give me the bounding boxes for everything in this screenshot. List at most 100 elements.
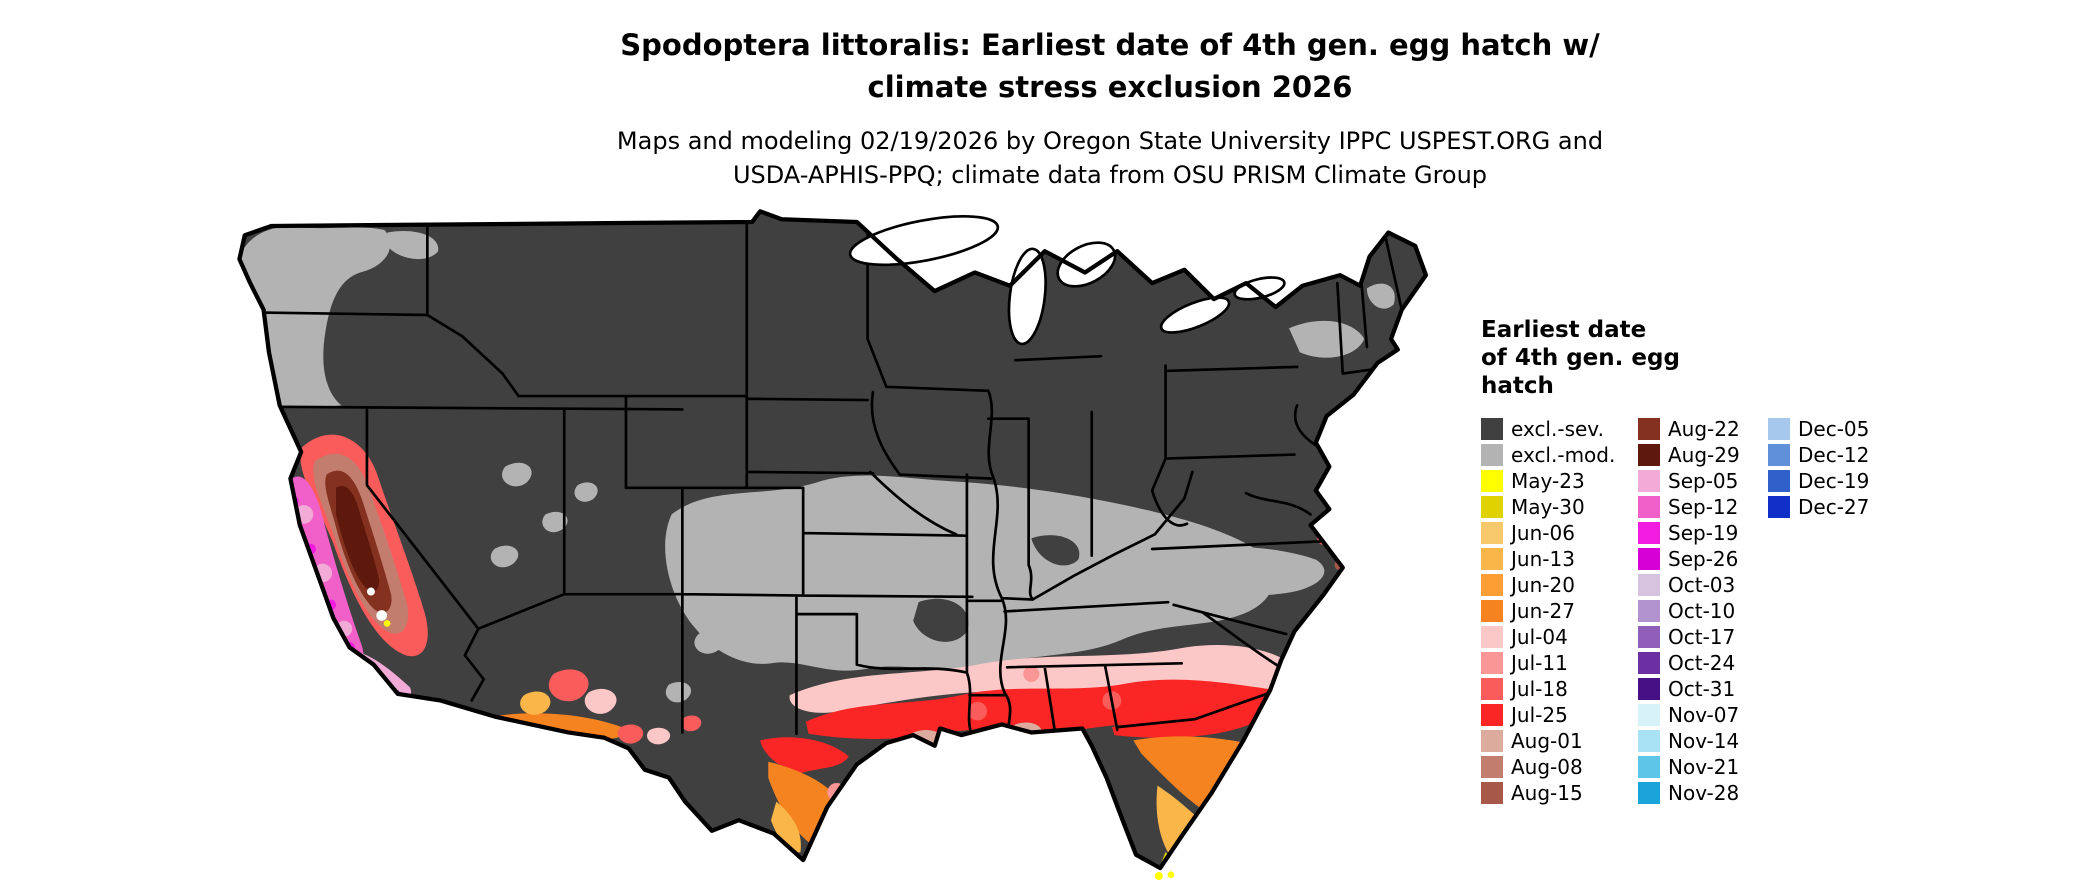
- legend-swatch: [1638, 574, 1660, 596]
- legend-swatch: [1481, 704, 1503, 726]
- legend-item: Jul-25: [1481, 702, 1638, 728]
- legend-item: Jun-06: [1481, 520, 1638, 546]
- speck: [371, 675, 379, 683]
- legend-item: Sep-05: [1638, 468, 1768, 494]
- legend-label: Jul-25: [1511, 703, 1568, 727]
- legend-item: Nov-14: [1638, 728, 1768, 754]
- legend-columns: excl.-sev. excl.-mod. May-23 May-30 Jun-06 Ju…: [1481, 416, 2081, 806]
- legend-label: Sep-05: [1668, 469, 1739, 493]
- region-greatbasin-speck-3: [490, 545, 519, 568]
- legend-swatch: [1638, 548, 1660, 570]
- legend-swatch: [1638, 730, 1660, 752]
- speck: [383, 620, 391, 627]
- legend-swatch: [1638, 704, 1660, 726]
- lake-huron: [1056, 241, 1117, 288]
- region-ky-dark-hole: [1031, 535, 1080, 566]
- legend-label: May-30: [1511, 495, 1585, 519]
- legend-label: Nov-21: [1668, 755, 1740, 779]
- speck: [299, 550, 308, 559]
- region-bigbend-red: [681, 715, 702, 732]
- lake-ontario: [1233, 276, 1286, 301]
- legend-label: Jul-18: [1511, 677, 1568, 701]
- legend-item: Jul-11: [1481, 650, 1638, 676]
- legend-label: Oct-03: [1668, 573, 1736, 597]
- legend-column-2: Aug-22 Aug-29 Sep-05 Sep-12 Sep-19 Sep-26 Oct-…: [1638, 416, 1768, 806]
- legend-label: Jun-06: [1511, 521, 1575, 545]
- speck: [1290, 643, 1304, 657]
- legend-label: Jun-27: [1511, 599, 1575, 623]
- page-title: Spodoptera littoralis: Earliest date of …: [620, 28, 1600, 104]
- region-keys-yellow-2: [1167, 871, 1175, 879]
- legend-swatch: [1481, 444, 1503, 466]
- legend-label: Jul-11: [1511, 651, 1568, 675]
- legend-swatch: [1638, 782, 1660, 804]
- region-nm-pink: [646, 727, 671, 745]
- legend-swatch: [1481, 730, 1503, 752]
- legend-column-1: excl.-sev. excl.-mod. May-23 May-30 Jun-06 Ju…: [1481, 416, 1638, 806]
- legend-label: Jun-20: [1511, 573, 1575, 597]
- legend-item: Jun-13: [1481, 546, 1638, 572]
- region-pnw-gray: [239, 226, 391, 407]
- map-legend: Earliest date of 4th gen. egg hatch excl…: [1481, 316, 2081, 806]
- legend-swatch: [1481, 626, 1503, 648]
- speck: [309, 586, 320, 597]
- legend-item: Aug-22: [1638, 416, 1768, 442]
- legend-label: Sep-26: [1668, 547, 1739, 571]
- legend-item: excl.-mod.: [1481, 442, 1638, 468]
- legend-item: Oct-10: [1638, 598, 1768, 624]
- header: Spodoptera littoralis: Earliest date of …: [120, 24, 2100, 192]
- legend-item: Dec-05: [1768, 416, 1869, 442]
- legend-label: Aug-08: [1511, 755, 1583, 779]
- legend-label: Oct-31: [1668, 677, 1736, 701]
- legend-swatch: [1481, 678, 1503, 700]
- legend-label: Jul-04: [1511, 625, 1568, 649]
- region-greatbasin-speck-1: [502, 462, 532, 487]
- legend-item: Oct-31: [1638, 676, 1768, 702]
- legend-item: Jul-18: [1481, 676, 1638, 702]
- legend-item: Aug-15: [1481, 780, 1638, 806]
- legend-swatch: [1638, 418, 1660, 440]
- region-nw-patch: [387, 230, 439, 260]
- regions-excl-moderate: [239, 226, 1395, 703]
- legend-swatch: [1481, 470, 1503, 492]
- legend-swatch: [1638, 470, 1660, 492]
- legend-item: Aug-01: [1481, 728, 1638, 754]
- legend-swatch: [1638, 756, 1660, 778]
- legend-label: Oct-24: [1668, 651, 1736, 675]
- legend-swatch: [1481, 782, 1503, 804]
- region-gulf-red-band: [805, 679, 1292, 739]
- legend-label: Aug-15: [1511, 781, 1583, 805]
- state-borders: [248, 220, 1404, 742]
- legend-item: Nov-07: [1638, 702, 1768, 728]
- legend-title: Earliest date of 4th gen. egg hatch: [1481, 317, 1680, 399]
- region-ozark-dark-hole: [913, 598, 969, 642]
- lake-michigan: [1007, 247, 1047, 346]
- legend-label: Dec-12: [1798, 443, 1870, 467]
- legend-item: Nov-28: [1638, 780, 1768, 806]
- speck: [376, 610, 388, 621]
- legend-item: May-23: [1481, 468, 1638, 494]
- legend-item: Dec-12: [1768, 442, 1869, 468]
- legend-label: Jun-13: [1511, 547, 1575, 571]
- us-map: [226, 206, 1434, 884]
- region-greatbasin-speck-2: [542, 511, 568, 533]
- speck: [366, 587, 375, 596]
- legend-item: Dec-27: [1768, 494, 1869, 520]
- region-stx-red-arc: [760, 737, 849, 775]
- legend-label: Aug-22: [1668, 417, 1740, 441]
- legend-label: Aug-01: [1511, 729, 1583, 753]
- legend-swatch: [1481, 418, 1503, 440]
- legend-swatch: [1768, 418, 1790, 440]
- legend-swatch: [1481, 522, 1503, 544]
- legend-swatch: [1481, 574, 1503, 596]
- legend-label: Dec-19: [1798, 469, 1870, 493]
- legend-item: Aug-29: [1638, 442, 1768, 468]
- region-wtx-speck-2: [745, 604, 774, 626]
- region-wtx-speck-1: [694, 630, 725, 654]
- region-ny-gray: [1289, 320, 1365, 358]
- legend-item: Nov-21: [1638, 754, 1768, 780]
- legend-swatch: [1481, 756, 1503, 778]
- legend-swatch: [1638, 652, 1660, 674]
- region-central-gray: [665, 475, 1274, 671]
